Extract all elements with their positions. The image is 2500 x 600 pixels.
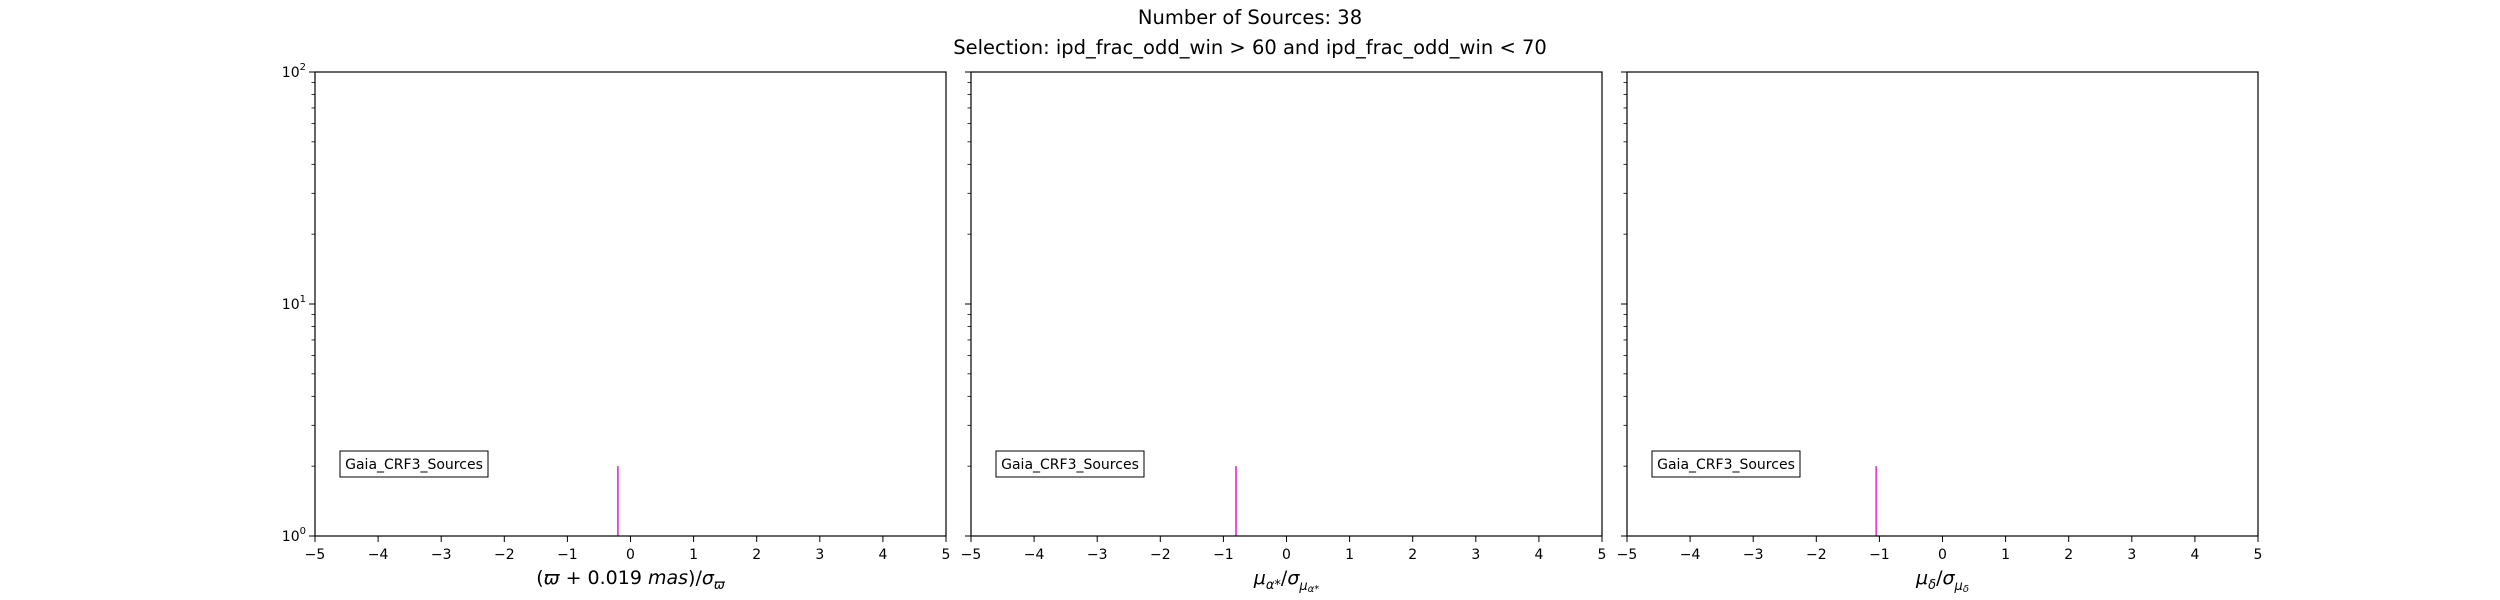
x-tick-label: 0 (626, 547, 635, 563)
y-tick-label: 102 (282, 62, 306, 81)
x-tick-label: 3 (2127, 547, 2136, 563)
x-tick-label: 4 (1534, 547, 1543, 563)
x-tick-label: 5 (942, 547, 951, 563)
legend-label: Gaia_CRF3_Sources (1657, 457, 1795, 473)
legend-label: Gaia_CRF3_Sources (345, 457, 483, 473)
x-tick-label: 0 (1282, 547, 1291, 563)
x-tick-label: 2 (752, 547, 761, 563)
x-axis-label: (ϖ + 0.019 mas)/σϖ (536, 567, 726, 593)
legend-label: Gaia_CRF3_Sources (1001, 457, 1139, 473)
y-tick-label: 101 (282, 294, 306, 313)
x-axis-label: μδ/σμδ (1915, 567, 1969, 595)
x-tick-label: 3 (815, 547, 824, 563)
figure-subtitle: Selection: ipd_frac_odd_win > 60 and ipd… (953, 36, 1547, 59)
x-tick-label: 4 (2190, 547, 2199, 563)
x-tick-label: −4 (1680, 547, 1701, 563)
x-tick-label: 5 (1598, 547, 1607, 563)
x-tick-label: −2 (1150, 547, 1171, 563)
x-tick-label: 1 (2001, 547, 2010, 563)
x-tick-label: −1 (1869, 547, 1890, 563)
legend-box (995, 450, 1145, 478)
x-tick-label: −5 (1617, 547, 1638, 563)
x-tick-label: 4 (878, 547, 887, 563)
x-tick-label: 3 (1471, 547, 1480, 563)
x-tick-label: 2 (2064, 547, 2073, 563)
y-tick-label: 100 (282, 526, 306, 545)
x-tick-label: −2 (1806, 547, 1827, 563)
x-tick-label: 2 (1408, 547, 1417, 563)
legend-box (1651, 450, 1801, 478)
x-tick-label: 5 (2254, 547, 2263, 563)
legend-box (339, 450, 489, 478)
x-tick-label: 1 (1345, 547, 1354, 563)
figure-title: Number of Sources: 38 (1137, 6, 1363, 29)
x-tick-label: −2 (494, 547, 515, 563)
x-tick-label: 1 (689, 547, 698, 563)
x-tick-label: −3 (431, 547, 452, 563)
x-tick-label: −3 (1087, 547, 1108, 563)
x-tick-label: −5 (305, 547, 326, 563)
x-axis-label: μα*/σμα* (1253, 567, 1320, 595)
x-tick-label: −4 (368, 547, 389, 563)
x-tick-label: −4 (1024, 547, 1045, 563)
x-tick-label: 0 (1938, 547, 1947, 563)
x-tick-label: −1 (557, 547, 578, 563)
x-tick-label: −1 (1213, 547, 1234, 563)
x-tick-label: −5 (961, 547, 982, 563)
x-tick-label: −3 (1743, 547, 1764, 563)
